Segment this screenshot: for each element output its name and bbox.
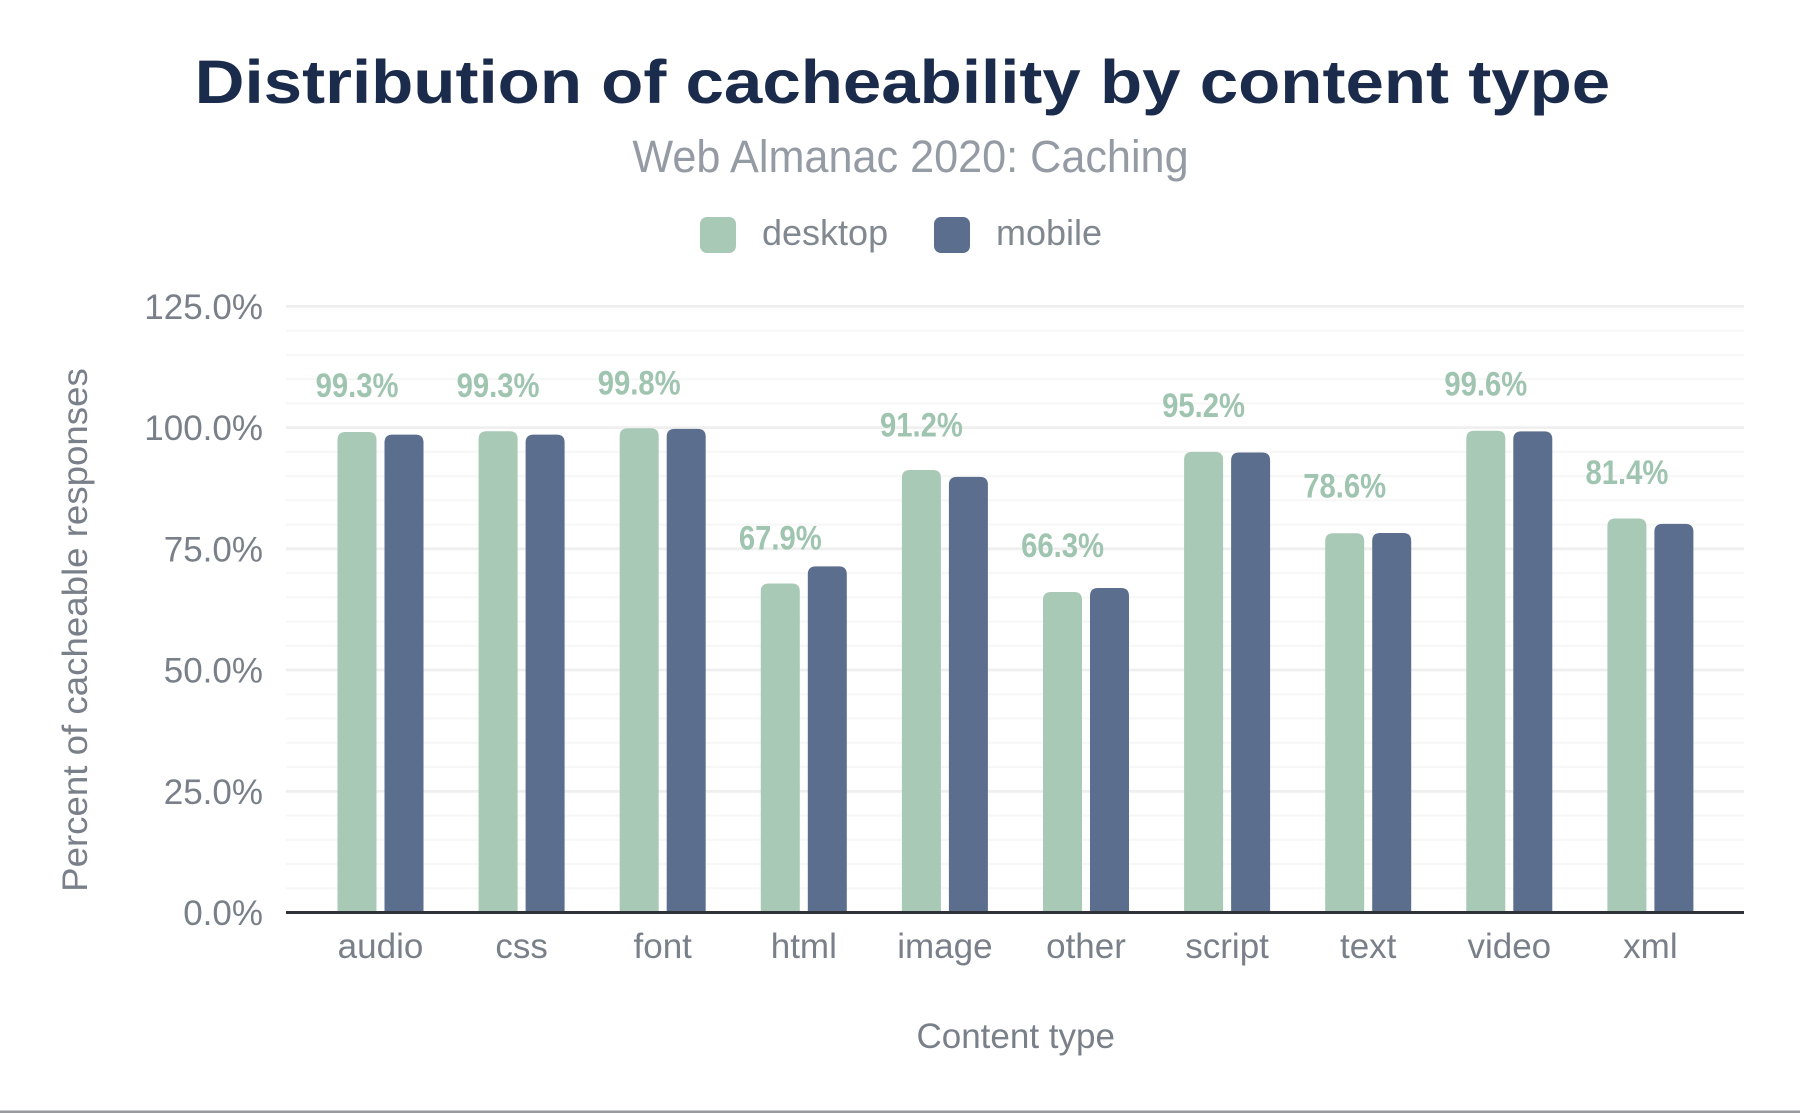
svg-text:81.4%: 81.4% bbox=[1585, 453, 1668, 492]
svg-text:99.6%: 99.6% bbox=[1444, 364, 1527, 403]
svg-text:css: css bbox=[495, 927, 548, 966]
svg-text:99.3%: 99.3% bbox=[316, 366, 399, 405]
svg-text:script: script bbox=[1185, 927, 1269, 966]
svg-text:78.6%: 78.6% bbox=[1303, 466, 1386, 505]
svg-text:other: other bbox=[1046, 927, 1126, 966]
svg-text:66.3%: 66.3% bbox=[1021, 526, 1104, 565]
svg-text:100.0%: 100.0% bbox=[144, 409, 263, 448]
svg-text:0.0%: 0.0% bbox=[183, 894, 263, 933]
svg-text:html: html bbox=[771, 927, 837, 966]
svg-text:mobile: mobile bbox=[996, 212, 1102, 253]
svg-text:125.0%: 125.0% bbox=[144, 288, 263, 327]
svg-text:audio: audio bbox=[338, 927, 424, 966]
svg-text:95.2%: 95.2% bbox=[1162, 386, 1245, 425]
svg-text:Distribution of cacheability b: Distribution of cacheability by content … bbox=[195, 48, 1611, 116]
svg-text:image: image bbox=[897, 927, 992, 966]
svg-text:Percent of cacheable responses: Percent of cacheable responses bbox=[56, 368, 95, 892]
svg-text:91.2%: 91.2% bbox=[880, 405, 963, 444]
svg-text:99.8%: 99.8% bbox=[598, 364, 681, 403]
svg-text:Web Almanac 2020: Caching: Web Almanac 2020: Caching bbox=[632, 132, 1188, 182]
svg-text:desktop: desktop bbox=[762, 212, 888, 253]
svg-text:font: font bbox=[634, 927, 693, 966]
svg-text:25.0%: 25.0% bbox=[164, 773, 263, 812]
svg-text:xml: xml bbox=[1623, 927, 1677, 966]
svg-text:99.3%: 99.3% bbox=[457, 366, 540, 405]
svg-text:Content type: Content type bbox=[916, 1017, 1114, 1056]
svg-text:text: text bbox=[1340, 927, 1397, 966]
svg-text:67.9%: 67.9% bbox=[739, 518, 822, 557]
svg-text:video: video bbox=[1467, 927, 1551, 966]
svg-text:75.0%: 75.0% bbox=[164, 530, 263, 569]
svg-text:50.0%: 50.0% bbox=[164, 652, 263, 691]
